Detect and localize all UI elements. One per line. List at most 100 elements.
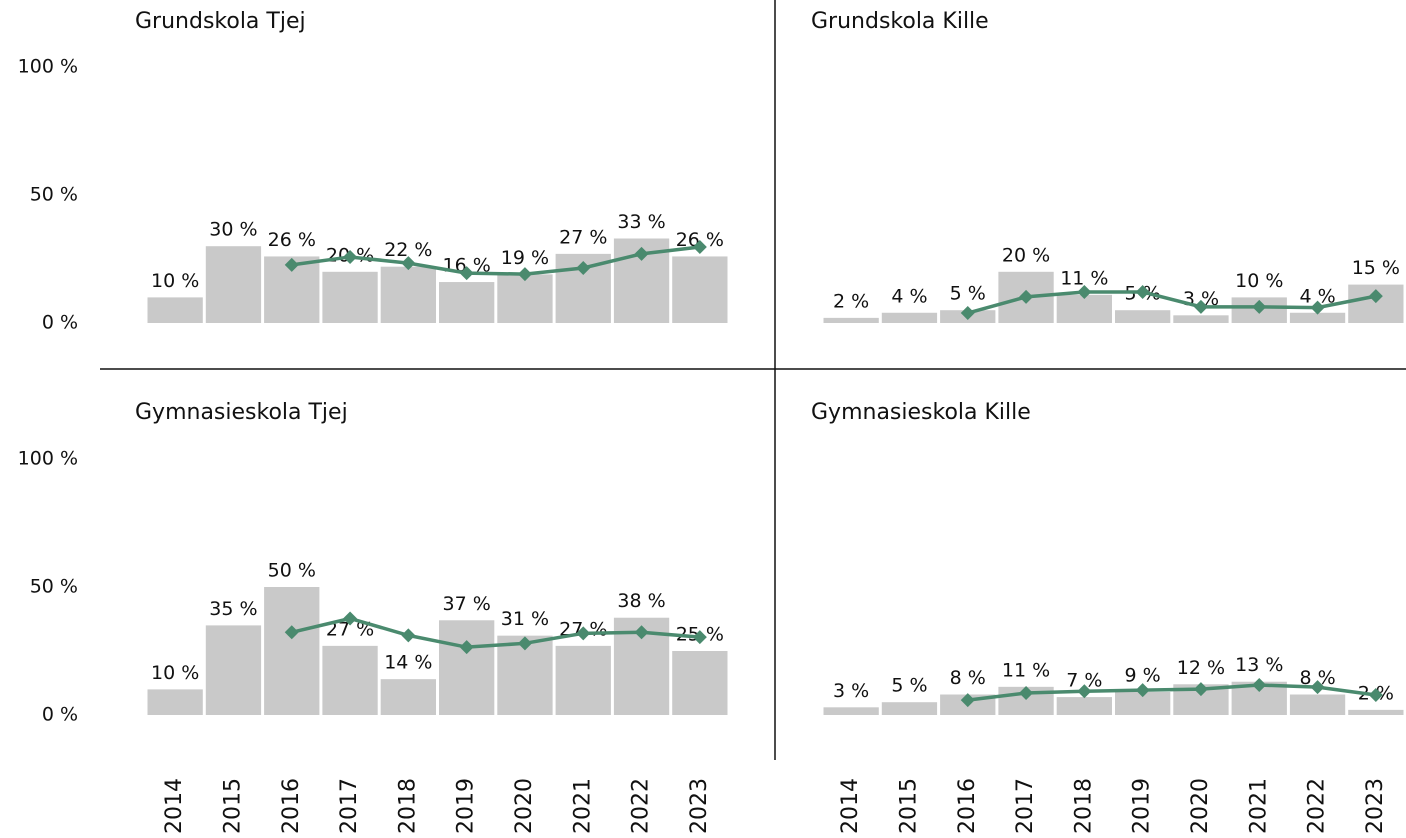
value-label: 5 % — [950, 283, 986, 305]
y-tick-label: 100 % — [18, 56, 78, 78]
value-label: 11 % — [1060, 267, 1108, 289]
value-label: 4 % — [1299, 285, 1335, 307]
x-tick-label: 2018 — [395, 778, 420, 834]
line-marker — [401, 256, 416, 271]
line-marker — [343, 611, 358, 626]
value-label: 12 % — [1177, 657, 1225, 679]
bar — [439, 620, 495, 715]
value-label: 22 % — [384, 239, 432, 261]
line-marker — [634, 246, 649, 261]
x-tick-label: 2017 — [1013, 778, 1038, 834]
value-label: 3 % — [833, 680, 869, 702]
y-tick-label: 100 % — [18, 448, 78, 470]
value-label: 7 % — [1066, 670, 1102, 692]
line-marker — [1193, 682, 1208, 697]
bar — [380, 679, 436, 715]
line-marker — [1077, 684, 1092, 699]
bar — [555, 645, 611, 715]
value-label: 5 % — [891, 675, 927, 697]
line — [291, 616, 700, 649]
value-label: 13 % — [1235, 654, 1283, 676]
value-label: 10 % — [1235, 270, 1283, 292]
line — [967, 290, 1377, 315]
panel-title: Gymnasieskola Kille — [811, 400, 1031, 425]
panel-title: Grundskola Tjej — [135, 9, 306, 34]
value-label: 38 % — [617, 590, 665, 612]
y-tick-label: 0 % — [42, 704, 78, 726]
x-tick-label: 2022 — [1305, 778, 1330, 834]
x-tick-label: 2023 — [1363, 778, 1388, 834]
line-marker — [634, 625, 649, 640]
bar — [1289, 312, 1346, 323]
value-label: 15 % — [1352, 257, 1400, 279]
value-label: 2 % — [833, 290, 869, 312]
line-marker — [1310, 300, 1325, 315]
bar — [322, 271, 378, 323]
line-marker — [517, 267, 532, 282]
value-label: 27 % — [326, 618, 374, 640]
value-label: 14 % — [384, 652, 432, 674]
bar — [439, 282, 495, 323]
x-tick-label: 2016 — [279, 778, 304, 834]
x-tick-label: 2020 — [1188, 778, 1213, 834]
value-label: 37 % — [443, 593, 491, 615]
x-tick-label: 2022 — [629, 778, 654, 834]
line-marker — [1077, 285, 1092, 300]
bar — [205, 246, 262, 323]
bar — [881, 312, 938, 323]
line-marker — [1252, 299, 1267, 314]
line-marker — [284, 625, 299, 640]
line-marker — [1193, 299, 1208, 314]
line — [291, 245, 701, 276]
line-marker — [692, 239, 707, 254]
line — [967, 683, 1377, 702]
chart-panel: Gymnasieskola Tjej 0 % 50 % 100 % 10 % 35 % 50… — [18, 400, 728, 834]
x-tick-label: 2021 — [570, 778, 595, 834]
bar — [1348, 709, 1404, 715]
line-marker — [1368, 688, 1383, 703]
value-label: 4 % — [891, 285, 927, 307]
bar — [823, 317, 879, 323]
x-tick-label: 2019 — [454, 778, 479, 834]
x-tick-label: 2014 — [838, 778, 863, 834]
line-marker — [1252, 678, 1267, 693]
chart-panel: Grundskola Tjej 0 % 50 % 100 % 10 % 30 % 26 % 2… — [18, 9, 728, 334]
value-label: 50 % — [268, 560, 316, 582]
value-label: 33 % — [617, 211, 665, 233]
bar — [205, 625, 262, 715]
line-marker — [1310, 680, 1325, 695]
bar — [1289, 694, 1346, 715]
x-tick-label: 2017 — [337, 778, 362, 834]
x-tick-label: 2019 — [1130, 778, 1155, 834]
value-label: 27 % — [559, 226, 607, 248]
chart-panel: Gymnasieskola Kille 3 % 5 % 8 % 11 % 7 % 9 % 12… — [811, 400, 1404, 834]
line-marker — [960, 306, 975, 321]
line-marker — [459, 640, 474, 655]
bar — [1056, 294, 1112, 323]
line-marker — [576, 626, 591, 641]
bar — [881, 702, 938, 715]
line-marker — [284, 257, 299, 272]
bar — [1115, 310, 1171, 323]
line-marker — [401, 628, 416, 643]
line-marker — [692, 630, 707, 645]
value-label: 8 % — [950, 667, 986, 689]
x-tick-label: 2021 — [1246, 778, 1271, 834]
bar — [672, 651, 728, 715]
line-marker — [459, 266, 474, 281]
x-tick-label: 2016 — [955, 778, 980, 834]
value-label: 26 % — [268, 229, 316, 251]
bar — [1173, 315, 1229, 323]
line-marker — [343, 249, 358, 264]
bar — [497, 274, 553, 323]
value-label: 30 % — [209, 219, 257, 241]
value-label: 10 % — [151, 662, 199, 684]
line-marker — [1135, 285, 1150, 300]
bar — [1056, 697, 1112, 715]
x-tick-label: 2023 — [687, 778, 712, 834]
bar — [147, 689, 203, 715]
panel-title: Gymnasieskola Tjej — [135, 400, 348, 425]
x-tick-label: 2020 — [512, 778, 537, 834]
